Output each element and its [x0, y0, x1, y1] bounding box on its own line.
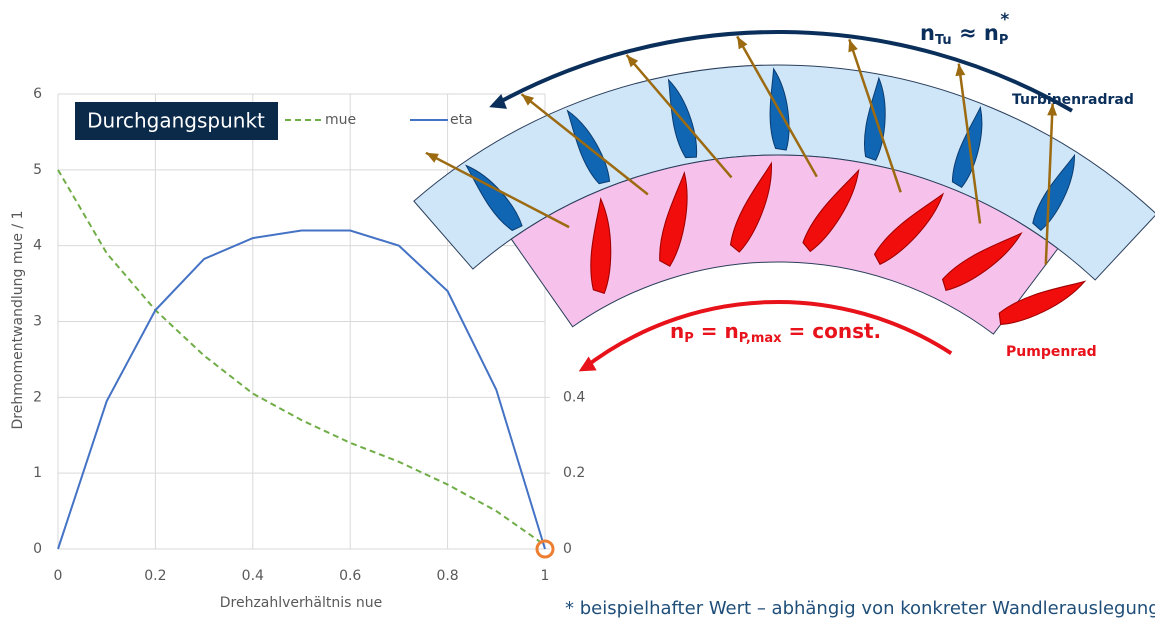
turbine-label: Turbinenradrad: [1012, 92, 1134, 108]
y-tick-label: 1: [33, 465, 42, 481]
x-tick-label: 0.8: [436, 568, 458, 584]
x-tick-label: 0: [54, 568, 63, 584]
turbine-speed: nTu ≈ nP*: [920, 10, 1009, 48]
turbine-rotation-arrow-head: [486, 94, 507, 115]
flow-arrowhead: [845, 38, 858, 53]
pump-label: Pumpenrad: [1006, 344, 1097, 360]
page: 012345600.20.40.60.8100.20.4mueeta Durch…: [0, 0, 1155, 621]
flow-arrowhead: [424, 148, 439, 162]
y2-tick-label: 0.4: [563, 389, 585, 405]
x-axis-title: Drehzahlverhältnis nue: [220, 595, 383, 611]
y-tick-label: 3: [33, 314, 42, 330]
y-axis-title: Drehmomentwandlung mue / 1: [10, 211, 26, 430]
y-tick-label: 5: [33, 162, 42, 178]
legend-label: eta: [450, 112, 473, 128]
x-tick-label: 1: [541, 568, 550, 584]
y-tick-label: 4: [33, 238, 42, 254]
x-tick-label: 0.2: [144, 568, 166, 584]
series-line: [58, 231, 545, 550]
annotation: Durchgangspunkt: [87, 109, 265, 133]
y-tick-label: 6: [33, 86, 42, 102]
y-tick-label: 2: [33, 389, 42, 405]
y-tick-label: 0: [33, 541, 42, 557]
x-tick-label: 0.4: [242, 568, 264, 584]
legend-label: mue: [325, 112, 356, 128]
footnote: * beispielhafter Wert – abhängig von kon…: [565, 598, 1155, 619]
pump-speed: nP = nP,max = const.: [670, 319, 881, 346]
x-tick-label: 0.6: [339, 568, 361, 584]
y2-tick-label: 0.2: [563, 465, 585, 481]
flow-arrowhead: [733, 34, 748, 49]
y2-tick-label: 0: [563, 541, 572, 557]
